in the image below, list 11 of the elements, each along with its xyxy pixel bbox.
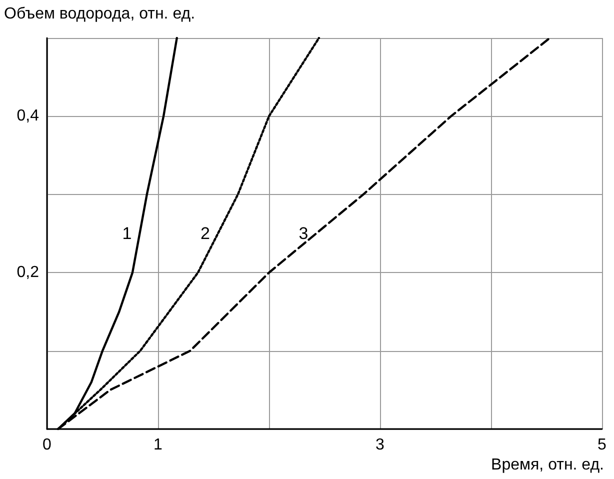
- y-axis-title: Объем водорода, отн. ед.: [4, 6, 196, 22]
- y-tick-label: 0,2: [16, 264, 40, 282]
- x-tick-label: 1: [154, 436, 163, 454]
- annotation: 3: [298, 224, 308, 243]
- x-tick-label: 3: [376, 436, 385, 454]
- annotation: 2: [200, 224, 210, 243]
- annotation: 1: [122, 224, 132, 243]
- x-axis-title: Время, отн. ед.: [491, 456, 604, 474]
- x-tick-label: 5: [598, 436, 607, 454]
- x-tick-label: 0: [42, 436, 52, 454]
- y-tick-label: 0,4: [16, 108, 40, 125]
